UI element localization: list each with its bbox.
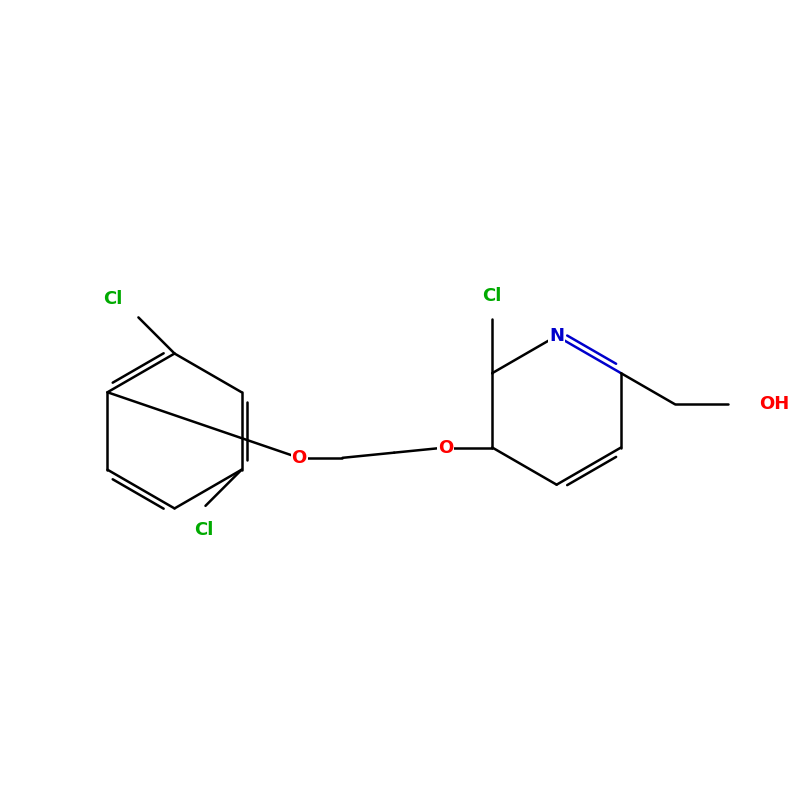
Text: N: N — [549, 327, 564, 345]
Text: Cl: Cl — [482, 286, 502, 305]
Text: Cl: Cl — [103, 290, 122, 308]
Text: Cl: Cl — [194, 521, 213, 538]
Text: O: O — [291, 449, 306, 467]
Text: O: O — [438, 438, 454, 457]
Text: OH: OH — [759, 395, 790, 413]
